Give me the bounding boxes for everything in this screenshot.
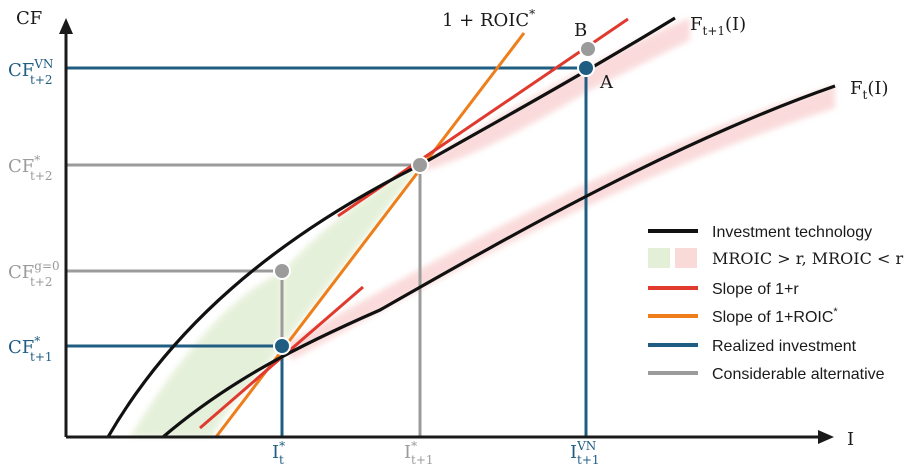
curve-label-ft: Ft(I) bbox=[850, 78, 888, 102]
legend-label-slope-roic: Slope of 1+ROIC* bbox=[712, 306, 838, 326]
mroic-above-r-area-upper bbox=[282, 165, 420, 346]
y-tick-cf-star-t1: CF* t+1 bbox=[8, 334, 53, 364]
legend-label-realized: Realized investment bbox=[712, 338, 857, 355]
curve-label-ft1: Ft+1(I) bbox=[690, 14, 746, 38]
mroic-above-r-area bbox=[130, 272, 282, 437]
point-star-t1 bbox=[273, 337, 291, 355]
point-b bbox=[579, 40, 597, 58]
point-star-t2 bbox=[411, 156, 429, 174]
x-axis-arrow bbox=[818, 430, 834, 444]
point-label-a: A bbox=[599, 72, 614, 93]
y-axis-label: CF bbox=[16, 8, 42, 29]
y-axis-arrow bbox=[59, 18, 73, 34]
legend: Investment technology MROIC > r, MROIC <… bbox=[648, 224, 903, 383]
legend-label-technology: Investment technology bbox=[712, 224, 872, 241]
point-g0 bbox=[273, 262, 291, 280]
point-label-b: B bbox=[574, 20, 587, 41]
point-a bbox=[577, 59, 595, 77]
x-tick-i-t1: I* t+1 bbox=[404, 439, 434, 467]
y-tick-cf-g0: CFg=0 t+2 bbox=[8, 259, 60, 289]
x-tick-i-t: I* t bbox=[272, 439, 285, 467]
x-axis-label: I bbox=[847, 429, 854, 450]
legend-label-slope-r: Slope of 1+r bbox=[712, 281, 799, 298]
legend-label-mroic: MROIC > r, MROIC < r bbox=[712, 249, 903, 268]
mroic-below-r-area-ft bbox=[282, 85, 835, 360]
y-tick-cf-vn: CFVN t+2 bbox=[8, 57, 53, 87]
technology-curve-ft bbox=[161, 84, 836, 439]
legend-swatch-red bbox=[675, 248, 697, 268]
mroic-below-r-area-ft1 bbox=[420, 18, 690, 172]
y-tick-cf-star-t2: CF* t+2 bbox=[8, 153, 53, 183]
legend-swatch-green bbox=[648, 248, 670, 268]
slope-roic-line bbox=[214, 32, 526, 438]
legend-label-alternative: Considerable alternative bbox=[712, 366, 885, 383]
curve-label-roic: 1 + ROIC* bbox=[442, 7, 535, 31]
x-tick-i-vn: IVN t+1 bbox=[570, 439, 600, 467]
